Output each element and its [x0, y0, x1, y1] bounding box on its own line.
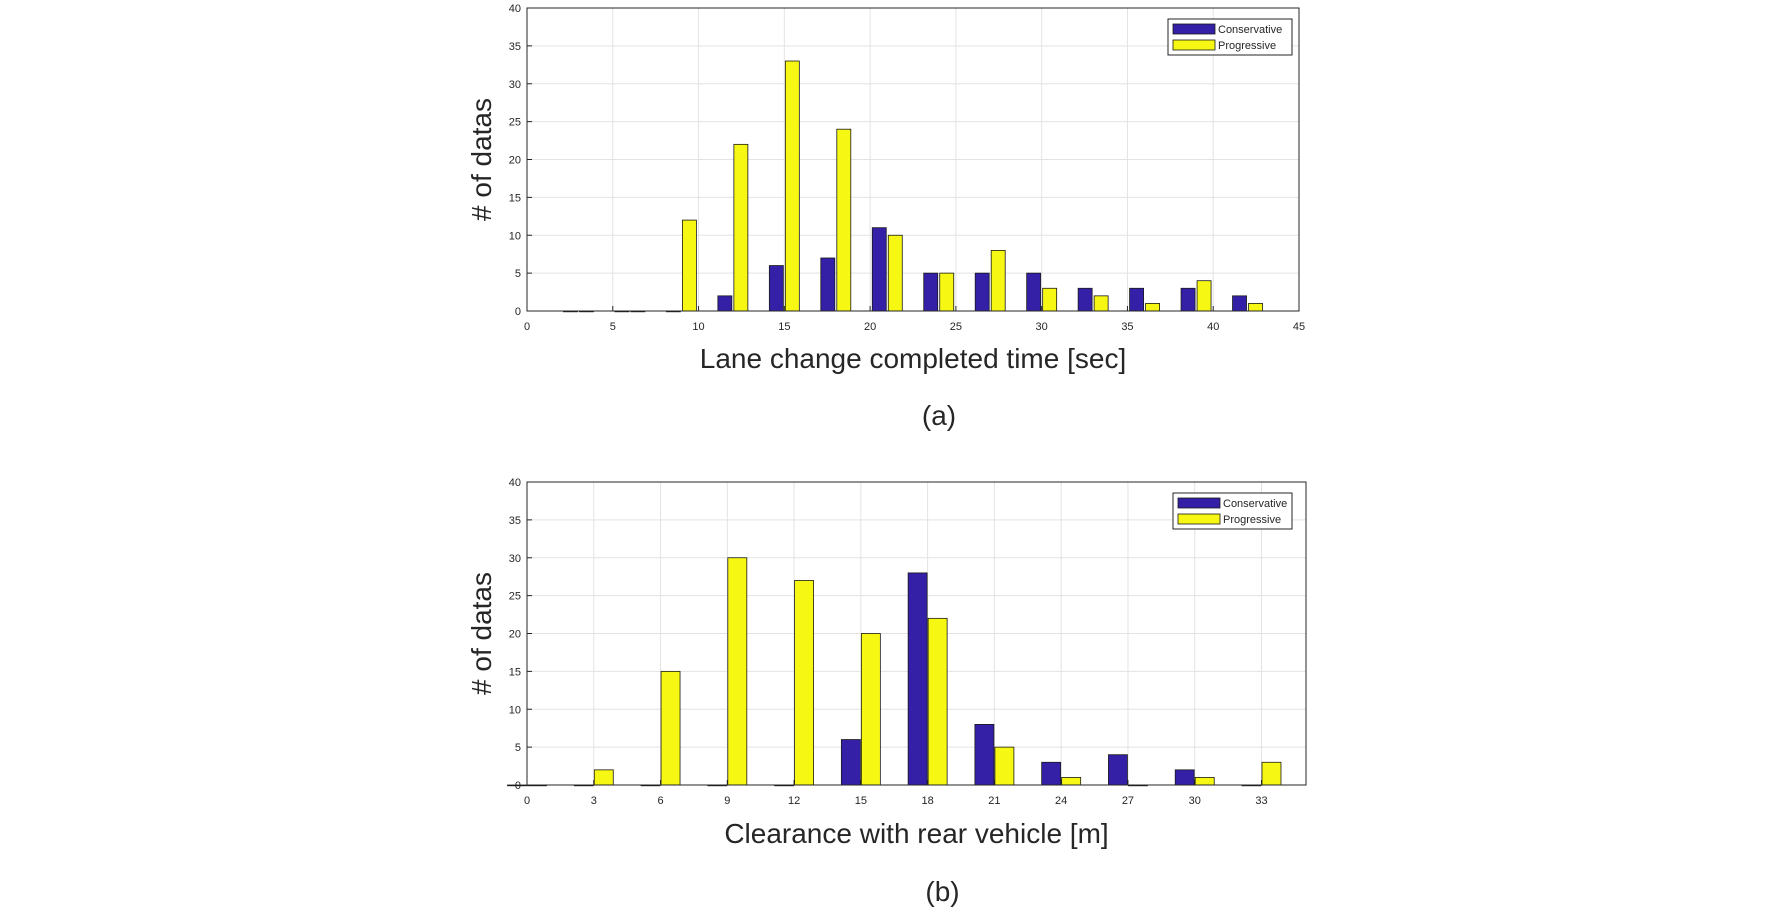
- x-tick-label: 9: [724, 795, 730, 807]
- bar-progressive: [784, 60, 800, 312]
- x-tick-label: 30: [1189, 795, 1201, 807]
- y-tick-label: 10: [509, 704, 521, 716]
- legend-swatch-progressive: [1177, 513, 1221, 525]
- x-axis-label: Clearance with rear vehicle [m]: [724, 818, 1108, 849]
- bar-progressive: [990, 249, 1006, 312]
- y-tick-label: 15: [509, 666, 521, 678]
- x-tick-label: 10: [692, 321, 704, 333]
- x-tick-label: 6: [657, 795, 663, 807]
- x-tick-label: 0: [524, 321, 530, 333]
- y-tick-label: 5: [515, 742, 521, 754]
- legend-label-progressive: Progressive: [1218, 40, 1276, 52]
- y-tick-label: 20: [509, 629, 521, 641]
- bar-conservative: [1174, 769, 1195, 786]
- legend-swatch-conservative: [1172, 23, 1216, 35]
- bar-progressive: [1061, 777, 1082, 786]
- bar-conservative: [717, 295, 733, 312]
- x-tick-label: 30: [1036, 321, 1048, 333]
- bar-progressive: [860, 633, 881, 786]
- bar-conservative: [820, 257, 836, 312]
- x-tick-label: 40: [1207, 321, 1219, 333]
- chart-a: 0 5 10 15 20 25 30 35 40 45 0 5 10 15 20 25 30 35 40 Lane c…: [466, 3, 1305, 431]
- x-tick-label: 15: [855, 795, 867, 807]
- y-tick-label: 25: [509, 117, 521, 129]
- x-axis-label: Lane change completed time [sec]: [700, 343, 1126, 374]
- y-tick-label: 40: [509, 477, 521, 489]
- x-tick-label: 27: [1122, 795, 1134, 807]
- figure-caption: (b): [925, 876, 959, 907]
- figure-caption: (a): [922, 400, 956, 431]
- legend-label-conservative: Conservative: [1223, 498, 1287, 510]
- bar-progressive: [794, 580, 814, 786]
- bar-conservative: [923, 272, 939, 312]
- legend: Conservative Progressive: [1172, 492, 1293, 530]
- bar-conservative: [974, 724, 995, 786]
- bar-conservative: [1180, 287, 1196, 312]
- legend-label-conservative: Conservative: [1218, 24, 1282, 36]
- bar-progressive: [660, 670, 681, 786]
- y-tick-label: 0: [515, 306, 521, 318]
- y-tick-label: 35: [509, 41, 521, 53]
- bar-progressive: [727, 557, 748, 786]
- x-tick-label: 24: [1055, 795, 1067, 807]
- bar-conservative: [1077, 287, 1093, 312]
- bar-progressive: [733, 143, 749, 312]
- y-tick-label: 30: [509, 553, 521, 565]
- x-tick-label: 35: [1121, 321, 1133, 333]
- bar-conservative: [1026, 272, 1042, 312]
- bar-progressive: [939, 272, 955, 312]
- x-tick-label: 3: [591, 795, 597, 807]
- bar-conservative: [1108, 754, 1128, 786]
- x-tick-label: 21: [988, 795, 1000, 807]
- bar-progressive: [682, 219, 697, 312]
- bar-progressive: [1194, 777, 1215, 786]
- x-tick-label: 5: [610, 321, 616, 333]
- x-tick-label: 0: [524, 795, 530, 807]
- y-tick-label: 30: [509, 79, 521, 91]
- bar-progressive: [1261, 761, 1282, 786]
- bar-progressive: [1093, 295, 1109, 312]
- y-tick-label: 5: [515, 268, 521, 280]
- x-tick-label: 45: [1293, 321, 1305, 333]
- x-tick-label: 12: [788, 795, 800, 807]
- bar-conservative: [907, 572, 928, 786]
- y-tick-label: 40: [509, 3, 521, 15]
- bar-progressive: [994, 746, 1015, 786]
- y-tick-label: 10: [509, 230, 521, 242]
- bar-conservative: [1129, 287, 1144, 312]
- y-tick-label: 15: [509, 192, 521, 204]
- legend-swatch-progressive: [1172, 39, 1216, 51]
- y-tick-label: 25: [509, 591, 521, 603]
- bar-progressive: [1196, 280, 1212, 312]
- bar-conservative: [871, 227, 887, 312]
- bar-conservative: [1041, 761, 1062, 786]
- y-tick-label: 20: [509, 155, 521, 167]
- y-axis-label: # of datas: [466, 98, 497, 221]
- x-tick-label: 25: [950, 321, 962, 333]
- bar-conservative: [768, 265, 784, 312]
- chart-b: 0 3 6 9 12 15 18 21 24 27 30 33 0 5 10 15 20 25 30 35 40 Clea…: [466, 477, 1307, 907]
- bar-conservative: [840, 739, 861, 786]
- bar-progressive: [1145, 303, 1160, 312]
- y-tick-label: 35: [509, 515, 521, 527]
- bar-conservative: [974, 272, 990, 312]
- bar-conservative: [1232, 295, 1247, 312]
- bar-progressive: [1042, 287, 1058, 312]
- x-tick-label: 15: [778, 321, 790, 333]
- bar-progressive: [593, 769, 614, 786]
- legend: Conservative Progressive: [1167, 18, 1293, 56]
- bar-progressive: [1248, 303, 1263, 312]
- legend-label-progressive: Progressive: [1223, 514, 1281, 526]
- x-tick-label: 18: [922, 795, 934, 807]
- y-axis-label: # of datas: [466, 572, 497, 695]
- x-tick-label: 20: [864, 321, 876, 333]
- y-tick-label: 0: [515, 780, 521, 792]
- bar-progressive: [887, 234, 903, 312]
- bar-progressive: [836, 128, 852, 312]
- legend-swatch-conservative: [1177, 497, 1221, 509]
- x-tick-label: 33: [1255, 795, 1267, 807]
- bar-progressive: [927, 617, 948, 786]
